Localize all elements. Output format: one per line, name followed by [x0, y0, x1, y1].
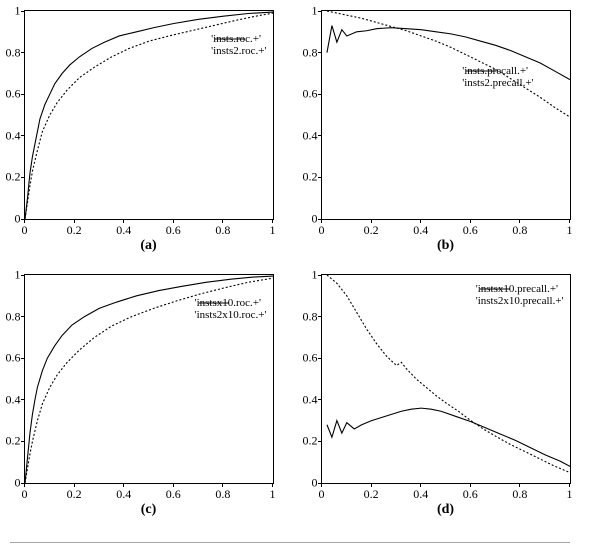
legend-swatch	[199, 297, 229, 309]
xtick-label: 0	[319, 223, 325, 238]
ytick-label: 0.6	[303, 87, 318, 102]
ytick-label: 0.6	[6, 87, 21, 102]
xtick-label: 0.2	[67, 487, 82, 502]
legend-swatch	[480, 283, 510, 295]
legend: 'insts.roc.+''insts2.roc.+'	[211, 33, 266, 57]
plot-d: 00.20.40.60.8100.20.40.60.81'instsx10.pr…	[321, 274, 571, 484]
panel-a-label: (a)	[140, 238, 156, 254]
legend-item: 'insts2x10.roc.+'	[195, 309, 267, 321]
ytick-label: 0.4	[6, 128, 21, 143]
legend: 'instsx10.precall.+''insts2x10.precall.+…	[476, 283, 564, 307]
ytick-label: 0.2	[6, 170, 21, 185]
xtick-label: 0	[22, 487, 28, 502]
ytick-label: 0.8	[6, 309, 21, 324]
legend-swatch	[215, 33, 245, 45]
ytick-label: 0.4	[303, 128, 318, 143]
xtick-label: 0	[319, 487, 325, 502]
legend-item: 'insts2x10.precall.+'	[476, 295, 564, 307]
xtick-label: 0.8	[215, 487, 230, 502]
panel-c-label: (c)	[141, 502, 157, 518]
xtick-label: 0.8	[512, 223, 527, 238]
panel-d-label: (d)	[437, 502, 454, 518]
legend-label: 'insts2.roc.+'	[211, 45, 266, 57]
legend-label: 'insts2x10.precall.+'	[476, 295, 564, 307]
xtick-label: 1	[567, 223, 573, 238]
xtick-label: 1	[270, 487, 276, 502]
xtick-label: 1	[567, 487, 573, 502]
ytick-label: 0.8	[303, 309, 318, 324]
panel-a: 00.20.40.60.8100.20.40.60.81'insts.roc.+…	[10, 10, 287, 254]
panel-d: 00.20.40.60.8100.20.40.60.81'instsx10.pr…	[307, 274, 584, 518]
xtick-label: 0	[22, 223, 28, 238]
panel-c: 00.20.40.60.8100.20.40.60.81'instsx10.ro…	[10, 274, 287, 518]
xtick-label: 0.6	[166, 223, 181, 238]
xtick-label: 0.4	[116, 487, 131, 502]
xtick-label: 0.2	[364, 487, 379, 502]
plot-c: 00.20.40.60.8100.20.40.60.81'instsx10.ro…	[24, 274, 274, 484]
ytick-label: 0.6	[6, 351, 21, 366]
ytick-label: 0.2	[303, 434, 318, 449]
panel-grid: 0 0.2 0.4 0.6 0.8 1 0 0.2 0.4 0.6 0.8 1 'insts.roc.+…	[10, 10, 584, 518]
xtick-label: 0.4	[116, 223, 131, 238]
plot-a: 00.20.40.60.8100.20.40.60.81'insts.roc.+…	[24, 10, 274, 220]
xtick-label: 0.4	[413, 223, 428, 238]
xtick-label: 0.6	[463, 223, 478, 238]
legend-item: 'insts2.precall.+'	[462, 77, 533, 89]
legend-swatch	[466, 65, 496, 77]
legend: 'insts.precall.+''insts2.precall.+'	[462, 65, 533, 89]
xtick-label: 0.8	[215, 223, 230, 238]
ytick-label: 0.2	[303, 170, 318, 185]
xtick-label: 0.6	[166, 487, 181, 502]
xtick-label: 0.4	[413, 487, 428, 502]
panel-b-label: (b)	[437, 238, 454, 254]
legend-item: 'insts2.roc.+'	[211, 45, 266, 57]
ytick-label: 0.2	[6, 434, 21, 449]
ytick-label: 0.8	[303, 45, 318, 60]
legend-label: 'insts2.precall.+'	[462, 77, 533, 89]
xtick-label: 0.2	[364, 223, 379, 238]
xtick-label: 0.6	[463, 487, 478, 502]
ytick-label: 0.4	[6, 392, 21, 407]
xtick-label: 0.8	[512, 487, 527, 502]
legend: 'instsx10.roc.+''insts2x10.roc.+'	[195, 297, 267, 321]
series-line	[326, 408, 569, 466]
series-svg	[322, 11, 570, 219]
legend-label: 'insts2x10.roc.+'	[195, 309, 267, 321]
ytick-label: 0.4	[303, 392, 318, 407]
footer-divider	[10, 542, 570, 543]
xtick-label: 1	[270, 223, 276, 238]
ytick-label: 0.8	[6, 45, 21, 60]
ytick-label: 0.6	[303, 351, 318, 366]
panel-b: 00.20.40.60.8100.20.40.60.81'insts.preca…	[307, 10, 584, 254]
xtick-label: 0.2	[67, 223, 82, 238]
plot-b: 00.20.40.60.8100.20.40.60.81'insts.preca…	[321, 10, 571, 220]
